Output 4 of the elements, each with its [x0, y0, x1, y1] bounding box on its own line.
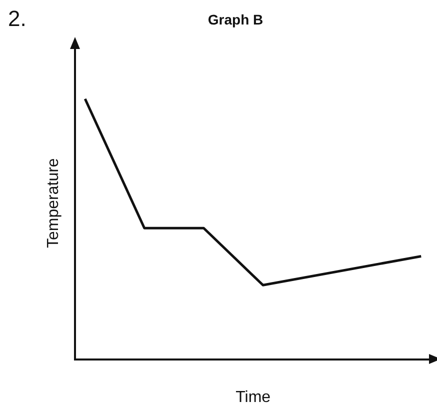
- text: 2.: [8, 6, 26, 32]
- x-axis-title: Time: [236, 388, 271, 406]
- chart-title: Graph B: [208, 11, 264, 28]
- y-axis-title: Temperature: [45, 158, 62, 248]
